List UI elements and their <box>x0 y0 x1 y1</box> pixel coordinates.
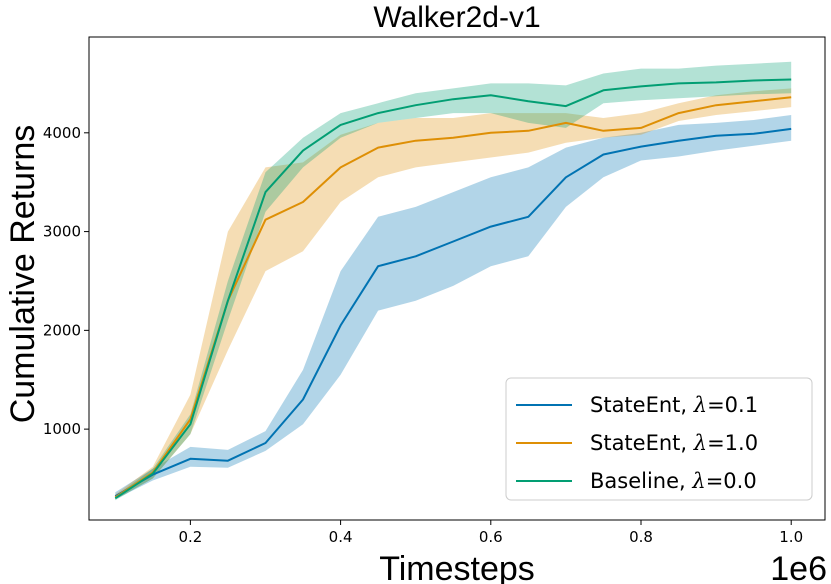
series-lines <box>114 78 792 500</box>
chart-title: Walker2d-v1 <box>373 1 540 34</box>
x-axis-offset-label: 1e6 <box>770 550 827 584</box>
y-tick-label: 2000 <box>43 321 81 339</box>
legend-label-0: StateEnt, λ=0.1 <box>590 393 758 417</box>
series-line-0 <box>114 127 792 498</box>
series-band-1 <box>115 88 792 500</box>
y-tick-label: 1000 <box>43 420 81 438</box>
series-line-2 <box>114 78 792 500</box>
x-tick-label: 0.6 <box>479 528 503 546</box>
x-tick-label: 0.2 <box>178 528 202 546</box>
x-tick-label: 0.8 <box>629 528 653 546</box>
x-axis-ticks: 0.2 0.4 0.6 0.8 1.0 <box>178 520 803 546</box>
y-axis-label: Cumulative Returns <box>4 125 42 424</box>
series-band-0 <box>115 115 792 500</box>
legend-label-1: StateEnt, λ=1.0 <box>590 431 758 455</box>
y-axis-ticks: 1000 2000 3000 4000 <box>43 124 89 438</box>
legend: StateEnt, λ=0.1 StateEnt, λ=1.0 Baseline, … <box>505 377 813 501</box>
x-tick-label: 1.0 <box>779 528 803 546</box>
plot-frame <box>88 36 826 521</box>
y-tick-label: 4000 <box>43 124 81 142</box>
legend-box <box>505 377 813 501</box>
y-tick-label: 3000 <box>43 223 81 241</box>
x-tick-label: 0.4 <box>329 528 353 546</box>
legend-label-2: Baseline, λ=0.0 <box>590 469 757 493</box>
x-axis-label: Timesteps <box>379 550 535 584</box>
